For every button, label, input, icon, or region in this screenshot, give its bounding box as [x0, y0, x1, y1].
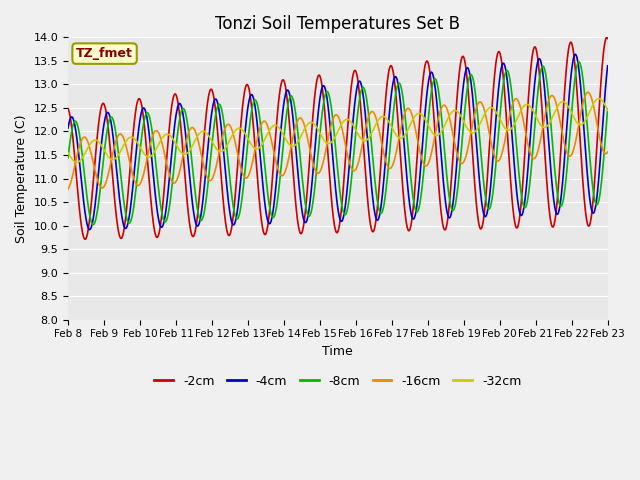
-2cm	[294, 216, 301, 222]
-4cm	[314, 110, 322, 116]
-4cm	[305, 210, 312, 216]
-32cm	[305, 120, 312, 126]
-16cm	[128, 168, 136, 174]
-8cm	[604, 106, 611, 112]
-2cm	[106, 145, 114, 151]
Y-axis label: Soil Temperature (C): Soil Temperature (C)	[15, 114, 28, 243]
-2cm	[314, 73, 322, 79]
-2cm	[81, 236, 89, 242]
X-axis label: Time: Time	[323, 345, 353, 358]
Line: -8cm: -8cm	[68, 62, 607, 225]
Line: -2cm: -2cm	[68, 37, 607, 239]
-32cm	[128, 134, 136, 140]
-4cm	[106, 115, 114, 120]
-16cm	[293, 120, 301, 125]
-16cm	[584, 89, 591, 95]
-16cm	[304, 138, 312, 144]
Line: -4cm: -4cm	[68, 54, 607, 229]
-8cm	[64, 155, 72, 161]
-16cm	[314, 170, 322, 176]
Line: -32cm: -32cm	[68, 98, 607, 162]
-32cm	[604, 108, 611, 113]
-4cm	[604, 63, 611, 69]
-4cm	[128, 191, 136, 197]
-8cm	[314, 150, 322, 156]
Line: -16cm: -16cm	[68, 92, 607, 189]
-32cm	[64, 150, 72, 156]
-4cm	[294, 163, 301, 169]
-4cm	[64, 125, 72, 131]
-32cm	[372, 122, 380, 128]
-4cm	[372, 213, 380, 219]
-2cm	[604, 36, 611, 41]
-4cm	[572, 51, 579, 57]
Title: Tonzi Soil Temperatures Set B: Tonzi Soil Temperatures Set B	[215, 15, 460, 33]
-32cm	[106, 156, 114, 161]
-2cm	[305, 172, 312, 178]
-32cm	[294, 140, 301, 145]
-32cm	[73, 159, 81, 165]
-8cm	[305, 213, 312, 219]
-2cm	[372, 221, 380, 227]
-2cm	[603, 35, 611, 40]
-16cm	[64, 186, 72, 192]
Text: TZ_fmet: TZ_fmet	[76, 47, 133, 60]
-8cm	[106, 115, 114, 121]
-16cm	[106, 165, 114, 170]
-2cm	[64, 106, 72, 112]
-16cm	[371, 112, 379, 118]
Legend: -2cm, -4cm, -8cm, -16cm, -32cm: -2cm, -4cm, -8cm, -16cm, -32cm	[149, 370, 526, 393]
-2cm	[128, 142, 136, 148]
-8cm	[128, 213, 136, 219]
-16cm	[604, 149, 611, 155]
-32cm	[595, 96, 603, 101]
-8cm	[372, 183, 380, 189]
-8cm	[575, 59, 582, 65]
-4cm	[86, 227, 93, 232]
-8cm	[294, 125, 301, 131]
-8cm	[90, 222, 97, 228]
-32cm	[314, 127, 322, 132]
